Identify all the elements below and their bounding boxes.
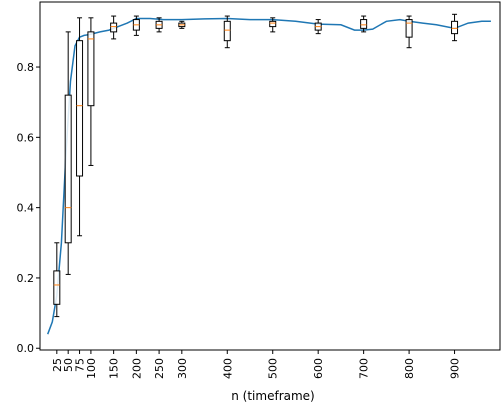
y-tick-label: 0.8 <box>17 61 35 74</box>
boxplot-box <box>87 31 95 107</box>
boxplot <box>76 17 84 237</box>
boxplot-box <box>405 19 413 38</box>
boxplot-box <box>360 19 368 29</box>
boxplot <box>360 15 368 33</box>
x-tick-label: 75 <box>74 358 87 372</box>
boxplot <box>269 17 277 33</box>
boxplot-box <box>53 270 61 305</box>
x-tick-label: 900 <box>449 358 462 379</box>
boxplot-box <box>223 20 231 42</box>
x-tick-label: 700 <box>358 358 371 379</box>
y-axis: 0.0 0.2 0.4 0.6 0.8 <box>17 61 40 355</box>
boxplot-box <box>76 40 84 177</box>
x-tick-label: 300 <box>176 358 189 379</box>
x-tick-label: 100 <box>85 358 98 379</box>
y-tick-label: 0.0 <box>17 342 35 355</box>
boxplot <box>53 242 61 318</box>
x-axis-label: n (timeframe) <box>231 389 314 403</box>
x-tick-label: 25 <box>51 358 64 372</box>
y-tick-label: 0.4 <box>17 202 35 215</box>
boxplot <box>314 19 322 35</box>
x-tick-label: 400 <box>221 358 234 379</box>
boxplot <box>178 20 186 29</box>
y-tick-label: 0.6 <box>17 131 35 144</box>
boxplot <box>223 15 231 49</box>
boxplot-layer <box>53 13 459 318</box>
boxplot <box>405 15 413 49</box>
x-tick-label: 800 <box>403 358 416 379</box>
x-tick-label: 600 <box>312 358 325 379</box>
x-tick-label: 150 <box>108 358 121 379</box>
boxplot <box>132 15 140 36</box>
boxplot-box <box>269 20 277 28</box>
x-tick-label: 200 <box>130 358 143 379</box>
boxplot <box>451 13 459 42</box>
boxplot <box>64 31 72 275</box>
boxplot <box>110 15 118 40</box>
x-tick-label: 500 <box>267 358 280 379</box>
boxplot <box>155 17 163 33</box>
x-tick-label: 50 <box>62 358 75 372</box>
y-tick-label: 0.2 <box>17 272 35 285</box>
boxplot <box>87 17 95 166</box>
boxplot-box <box>64 94 72 244</box>
boxplot-box <box>110 22 118 33</box>
boxplot-box <box>451 20 459 35</box>
plot-area <box>39 1 501 351</box>
x-tick-label: 250 <box>153 358 166 379</box>
